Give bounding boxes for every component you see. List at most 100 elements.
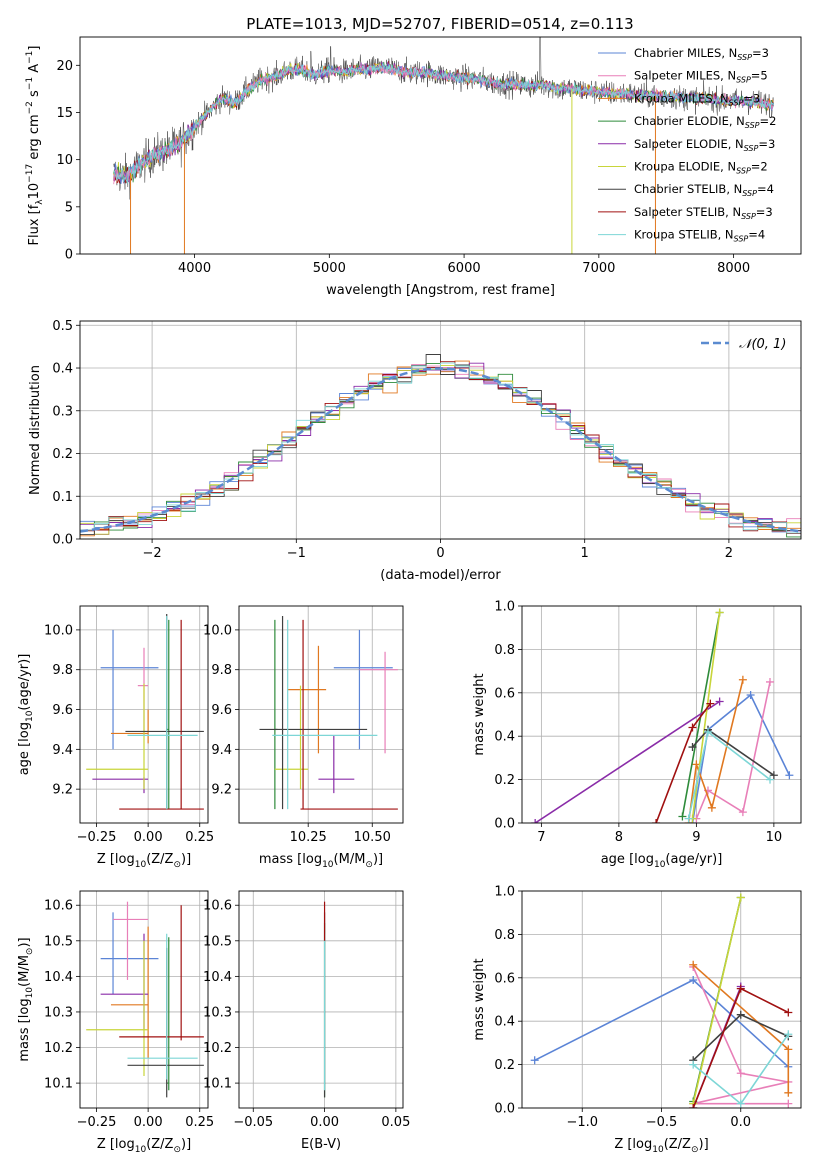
legend-entry: Kroupa ELODIE, NSSP=2 xyxy=(634,160,768,176)
x-tick-label: −2 xyxy=(143,546,162,561)
weight-marker xyxy=(678,812,687,821)
y-tick-label: 10.6 xyxy=(203,899,232,914)
weight-marker xyxy=(736,1099,745,1108)
y-tick-label: 0.8 xyxy=(494,928,515,943)
y-axis-label: mass weight xyxy=(472,958,487,1040)
y-tick-label: 9.2 xyxy=(52,783,73,798)
x-tick-label: 10 xyxy=(766,830,783,845)
x-axis-label: Z [log10(Z/Z⊙)] xyxy=(614,1137,708,1155)
x-tick-label: 9 xyxy=(692,830,700,845)
legend-entry: Chabrier ELODIE, NSSP=2 xyxy=(634,114,776,130)
y-tick-label: 1.0 xyxy=(494,885,515,900)
weight-marker xyxy=(689,1060,698,1069)
y-axis-label: Normed distribution xyxy=(28,365,43,495)
plot-area xyxy=(113,37,775,254)
plot-area xyxy=(531,608,794,823)
age-vs-mass-panel: 10.25 10.50 9.2 9.4 9.6 9.8 10.0 mass [log10(M/… xyxy=(203,605,404,870)
x-axis-label: Z [log10(Z/Z⊙)] xyxy=(97,1137,191,1155)
axes-frame xyxy=(521,890,802,1109)
legend-entry: Kroupa STELIB, NSSP=4 xyxy=(634,228,765,244)
legend-entry: 𝒩(0, 1) xyxy=(739,337,786,352)
plot-area xyxy=(530,893,793,1108)
y-tick-label: 10.6 xyxy=(44,899,73,914)
y-tick-label: 9.8 xyxy=(52,663,73,678)
x-axis-label: mass [log10(M/M⊙)] xyxy=(259,852,383,870)
plot-area xyxy=(80,354,801,538)
x-tick-label: 1 xyxy=(581,546,589,561)
x-tick-label: −0.25 xyxy=(77,830,117,845)
x-tick-label: 0 xyxy=(436,546,444,561)
y-tick-label: 10 xyxy=(56,153,73,168)
legend-entry: Chabrier MILES, NSSP=3 xyxy=(634,46,769,62)
mass-vs-metallicity-panel: −0.25 0.00 0.25 10.1 10.2 10.3 10.4 10.5 10.6 Z [… xyxy=(17,890,214,1155)
y-tick-label: 0.2 xyxy=(52,447,73,462)
x-tick-label: 6000 xyxy=(448,261,481,276)
y-tick-label: 0.3 xyxy=(52,404,73,419)
x-axis-label: (data-model)/error xyxy=(380,568,501,583)
weight-line xyxy=(534,700,721,823)
x-tick-label: −1.0 xyxy=(566,1115,598,1130)
y-tick-label: 0.0 xyxy=(52,533,73,548)
weight-marker xyxy=(531,819,540,823)
y-tick-label: 9.6 xyxy=(211,703,232,718)
weight-marker xyxy=(688,743,697,752)
x-tick-label: 0.00 xyxy=(310,1115,339,1130)
axes-frame xyxy=(79,890,209,1109)
weight-line xyxy=(692,897,742,1104)
y-tick-label: 10.0 xyxy=(44,623,73,638)
y-tick-label: 0.0 xyxy=(494,1102,515,1117)
x-tick-label: 0.00 xyxy=(134,1115,163,1130)
y-tick-label: 9.6 xyxy=(52,703,73,718)
y-tick-label: 10.0 xyxy=(203,623,232,638)
y-axis-label: mass [log10(M/M⊙)] xyxy=(17,937,35,1061)
y-tick-label: 0.5 xyxy=(52,319,73,334)
legend-entry: Chabrier STELIB, NSSP=4 xyxy=(634,182,774,198)
weight-marker xyxy=(689,975,698,984)
weight-marker xyxy=(738,675,747,684)
y-axis-label: mass weight xyxy=(472,673,487,755)
axes-frame xyxy=(238,890,404,1109)
y-tick-label: 9.8 xyxy=(211,663,232,678)
weight-marker xyxy=(684,814,693,823)
age-vs-metallicity-panel: −0.25 0.00 0.25 9.2 9.4 9.6 9.8 10.0 Z [log10(Z/… xyxy=(17,605,214,870)
plot-area xyxy=(259,615,398,810)
y-tick-label: 10.5 xyxy=(203,934,232,949)
y-tick-label: 5 xyxy=(65,200,73,215)
y-tick-label: 0.8 xyxy=(494,643,515,658)
weight-marker xyxy=(706,699,715,708)
mass-vs-ebv-panel: −0.05 0.00 0.05 10.1 10.2 10.3 10.4 10.5 10.6 E(B… xyxy=(203,890,410,1152)
y-tick-label: 10.2 xyxy=(203,1041,232,1056)
axes-frame xyxy=(521,605,802,824)
legend-entry: Salpeter MILES, NSSP=5 xyxy=(634,69,768,85)
weight-marker xyxy=(784,1099,793,1108)
weight-marker xyxy=(784,1030,793,1039)
weight-vs-metallicity-panel: −1.0 −0.5 0.0 0.0 0.2 0.4 0.6 0.8 1.0 Z [log10(Z/… xyxy=(472,885,802,1155)
y-tick-label: 20 xyxy=(56,59,73,74)
y-tick-label: 10.1 xyxy=(44,1077,73,1092)
weight-marker xyxy=(688,723,697,732)
weight-marker xyxy=(689,1104,698,1108)
weight-marker xyxy=(704,727,712,736)
legend-entry: Kroupa MILES, NSSP=3 xyxy=(634,91,760,107)
weight-marker xyxy=(707,803,716,812)
residuals-panel: −2 −1 0 1 2 0.0 0.1 0.2 0.3 0.4 0.5 𝒩(0, 1) (data-mo… xyxy=(28,319,802,583)
figure-title: PLATE=1013, MJD=52707, FIBERID=0514, z=0… xyxy=(246,15,633,33)
spectrum-line xyxy=(113,62,774,185)
y-tick-label: 10.3 xyxy=(203,1005,232,1020)
y-tick-label: 0.4 xyxy=(494,1015,515,1030)
x-axis-label: Z [log10(Z/Z⊙)] xyxy=(97,852,191,870)
y-tick-label: 15 xyxy=(56,106,73,121)
axes-frame xyxy=(79,36,802,255)
weight-marker xyxy=(766,775,774,784)
y-tick-label: 10.1 xyxy=(203,1077,232,1092)
weight-marker xyxy=(530,1056,539,1065)
y-tick-label: 10.4 xyxy=(44,970,73,985)
y-tick-label: 0.4 xyxy=(494,730,515,745)
y-tick-label: 0.2 xyxy=(494,1058,515,1073)
y-tick-label: 9.2 xyxy=(211,783,232,798)
y-axis-label: Flux [fλ10−17 erg cm−2 s−1 A−1] xyxy=(25,46,45,246)
histogram-step xyxy=(80,362,801,534)
legend-entry: Salpeter STELIB, NSSP=3 xyxy=(634,205,773,221)
weight-marker xyxy=(784,1008,793,1017)
x-axis-label: wavelength [Angstrom, rest frame] xyxy=(326,283,555,298)
